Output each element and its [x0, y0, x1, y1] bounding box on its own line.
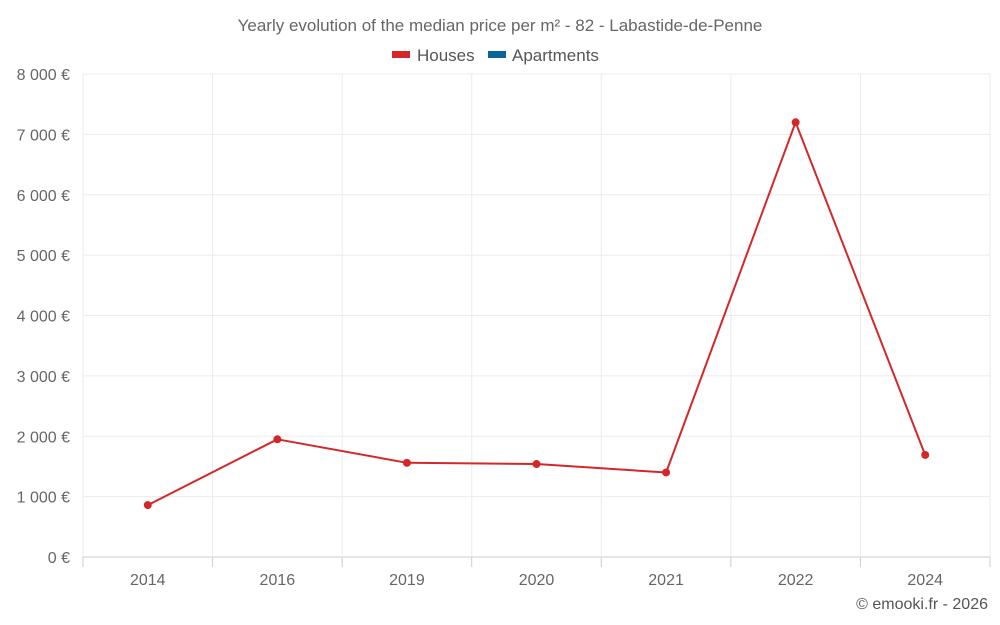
- data-point-houses-2014[interactable]: [143, 501, 152, 510]
- y-tick-label: 5 000 €: [17, 248, 70, 265]
- x-tick-label: 2022: [778, 572, 814, 589]
- legend-item-apartments[interactable]: Apartments: [488, 46, 599, 65]
- y-gridlines: [83, 73, 990, 558]
- x-tick-label: 2021: [648, 572, 684, 589]
- data-point-houses-2022[interactable]: [791, 118, 800, 127]
- y-axis-ticks: 0 € 1 000 € 2 000 € 3 000 € 4 000 € 5 000 € 6 …: [17, 67, 70, 567]
- y-tick-label: 1 000 €: [17, 490, 70, 507]
- x-tick-label: 2020: [519, 572, 555, 589]
- legend-swatch-apartments: [488, 51, 506, 58]
- chart-title: Yearly evolution of the median price per…: [238, 16, 763, 35]
- legend-label-houses: Houses: [417, 46, 475, 65]
- legend-label-apartments: Apartments: [512, 46, 599, 65]
- x-tick-label: 2019: [389, 572, 425, 589]
- x-tick-label: 2016: [260, 572, 296, 589]
- y-tick-label: 0 €: [48, 550, 70, 567]
- x-gridlines: [82, 74, 991, 567]
- y-tick-label: 2 000 €: [17, 429, 70, 446]
- x-tick-label: 2014: [130, 572, 166, 589]
- credit-text: © emooki.fr - 2026: [856, 596, 988, 613]
- data-point-houses-2020[interactable]: [532, 460, 541, 469]
- data-point-houses-2019[interactable]: [402, 458, 411, 467]
- y-tick-label: 3 000 €: [17, 369, 70, 386]
- data-point-houses-2021[interactable]: [662, 468, 671, 477]
- legend-swatch-houses: [392, 51, 410, 58]
- data-point-houses-2024[interactable]: [921, 450, 930, 459]
- y-tick-label: 6 000 €: [17, 188, 70, 205]
- y-tick-label: 4 000 €: [17, 309, 70, 326]
- legend: Houses Apartments: [392, 46, 599, 65]
- series-line-houses: [147, 121, 927, 506]
- x-tick-label: 2024: [907, 572, 943, 589]
- x-axis-ticks: 2014 2016 2019 2020 2021 2022 2024: [130, 572, 943, 589]
- y-tick-label: 8 000 €: [17, 67, 70, 84]
- data-point-houses-2016[interactable]: [273, 435, 282, 444]
- y-tick-label: 7 000 €: [17, 127, 70, 144]
- series-layer: [143, 118, 930, 510]
- legend-item-houses[interactable]: Houses: [392, 46, 475, 65]
